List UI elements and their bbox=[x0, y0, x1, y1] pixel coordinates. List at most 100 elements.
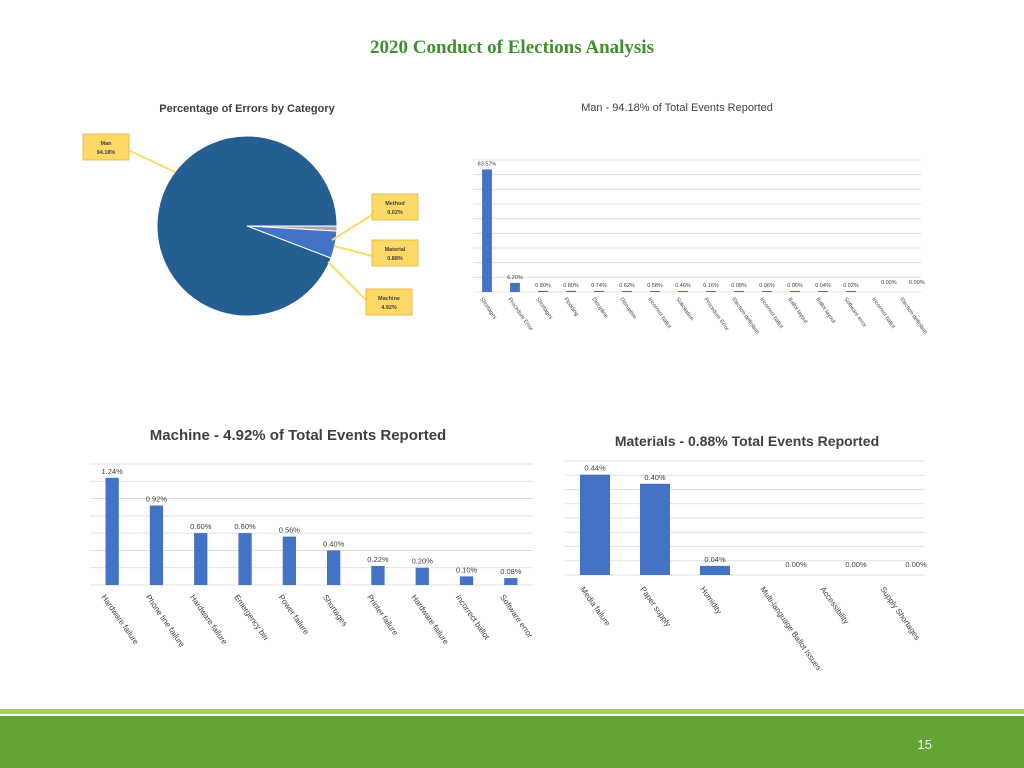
pie-callout-value-man: 94.18% bbox=[97, 150, 116, 156]
pie-callout-value-material: 0.88% bbox=[387, 256, 403, 262]
machine-bar bbox=[327, 550, 341, 585]
man-data-label: 0.00% bbox=[909, 280, 925, 286]
footer-accent-line bbox=[0, 709, 1024, 714]
man-category-label: Incorrect ballot bbox=[758, 297, 784, 330]
pie-callout-label-man: Man bbox=[101, 141, 113, 147]
man-category-label: Shortages bbox=[534, 297, 553, 321]
machine-bar bbox=[371, 565, 385, 585]
materials-category-label: Humidity bbox=[698, 585, 723, 616]
man-bar bbox=[762, 291, 772, 292]
materials-data-label: 0.04% bbox=[704, 555, 726, 564]
materials-data-label: 0.00% bbox=[845, 560, 867, 569]
man-bar bbox=[706, 291, 716, 292]
man-data-label: 0.06% bbox=[787, 283, 803, 289]
man-category-label: Election definition bbox=[898, 297, 928, 336]
machine-bar bbox=[459, 576, 474, 585]
man-data-label: 0.04% bbox=[815, 283, 831, 289]
machine-data-label: 1.24% bbox=[102, 467, 124, 476]
materials-bar bbox=[640, 483, 670, 575]
machine-category-label: Software error bbox=[498, 593, 535, 640]
man-category-label: Solicitation bbox=[674, 297, 694, 322]
man-data-label: 0.58% bbox=[647, 283, 663, 289]
man-data-label: 0.02% bbox=[843, 283, 859, 289]
man-category-label: Ballot layout bbox=[786, 297, 808, 325]
machine-category-label: Phone line failure bbox=[144, 593, 187, 649]
machine-data-label: 0.60% bbox=[190, 522, 212, 531]
materials-chart-title: Materials - 0.88% Total Events Reported bbox=[615, 433, 879, 449]
man-category-label: Shortages bbox=[478, 297, 497, 321]
pie-slice-man bbox=[156, 135, 338, 317]
man-data-label: 0.74% bbox=[591, 283, 607, 289]
pie-callout-box-material bbox=[371, 239, 419, 267]
man-category-label: Procedure Error bbox=[702, 297, 729, 333]
machine-data-label: 0.40% bbox=[323, 539, 345, 548]
machine-category-label: Printer failure bbox=[365, 593, 400, 638]
machine-category-label: Hardware failure bbox=[99, 593, 140, 647]
machine-chart-title: Machine - 4.92% of Total Events Reported bbox=[150, 427, 446, 444]
pie-callout-label-machine: Machine bbox=[378, 296, 400, 302]
machine-data-label: 0.20% bbox=[412, 557, 434, 566]
man-bar bbox=[818, 291, 828, 292]
man-data-label: 0.00% bbox=[881, 280, 897, 286]
pie-callout-box-method bbox=[371, 193, 419, 221]
footer-bar: 15 bbox=[0, 716, 1024, 768]
machine-bar bbox=[149, 505, 164, 585]
machine-category-label: Shortages bbox=[321, 593, 349, 628]
materials-bar bbox=[580, 474, 610, 575]
materials-data-label: 0.00% bbox=[785, 560, 807, 569]
man-bar bbox=[482, 169, 492, 292]
materials-data-label: 0.00% bbox=[905, 560, 927, 569]
machine-category-label: Emergency bin bbox=[232, 593, 270, 642]
man-bar bbox=[538, 290, 548, 292]
pie-callout-label-method: Method bbox=[385, 201, 405, 207]
pie-callout-value-method: 0.02% bbox=[387, 210, 403, 216]
pie-callout-leader-machine bbox=[327, 261, 367, 301]
machine-category-label: Hardware failure bbox=[410, 593, 451, 647]
man-category-label: Software error bbox=[842, 297, 867, 329]
slide-title: 2020 Conduct of Elections Analysis bbox=[370, 37, 654, 58]
materials-data-label: 0.40% bbox=[644, 473, 666, 482]
man-category-label: Discipline bbox=[590, 297, 608, 320]
machine-data-label: 0.08% bbox=[500, 567, 522, 576]
machine-bar bbox=[238, 533, 252, 585]
man-data-label: 0.46% bbox=[675, 283, 691, 289]
pie-callout-leader-man bbox=[127, 149, 176, 173]
pie-callout-box-machine bbox=[365, 288, 413, 316]
man-category-label: Incorrect ballot bbox=[870, 297, 896, 330]
pie-chart-title: Percentage of Errors by Category bbox=[159, 103, 335, 115]
man-bar bbox=[734, 291, 744, 292]
materials-category-label: Accessibility bbox=[818, 585, 850, 626]
man-bar bbox=[566, 290, 576, 292]
machine-bar bbox=[504, 578, 518, 585]
machine-bar bbox=[105, 477, 119, 585]
man-bar bbox=[622, 291, 632, 292]
materials-category-label: Supply Shortages bbox=[878, 585, 922, 642]
machine-category-label: Hardware failure bbox=[188, 593, 229, 647]
machine-bar bbox=[415, 567, 429, 585]
man-data-label: 0.06% bbox=[759, 283, 775, 289]
machine-data-label: 0.92% bbox=[146, 494, 168, 503]
materials-data-label: 0.44% bbox=[584, 464, 606, 473]
man-category-label: Ballot layout bbox=[814, 297, 836, 325]
pie-callout-leader-method bbox=[331, 214, 373, 241]
man-chart-title: Man - 94.18% of Total Events Reported bbox=[581, 102, 773, 114]
machine-data-label: 0.56% bbox=[279, 526, 301, 535]
man-category-label: Flooding bbox=[562, 297, 579, 318]
man-bar bbox=[594, 290, 604, 292]
pie-callout-box-man bbox=[82, 133, 130, 161]
machine-bar bbox=[194, 533, 208, 585]
man-bar bbox=[846, 291, 856, 292]
materials-category-label: Multi-language Ballot Issues bbox=[758, 585, 823, 672]
man-category-label: Disruptive bbox=[618, 297, 637, 320]
machine-data-label: 0.22% bbox=[367, 555, 389, 564]
man-bar bbox=[650, 291, 660, 292]
man-data-label: 0.80% bbox=[535, 283, 551, 289]
man-data-label: 0.16% bbox=[703, 283, 719, 289]
machine-data-label: 0.10% bbox=[456, 565, 478, 574]
machine-category-label: Incorrect ballot bbox=[454, 593, 492, 642]
pie-callout-value-machine: 4.92% bbox=[381, 305, 397, 311]
man-data-label: 0.80% bbox=[563, 283, 579, 289]
man-data-label: 0.08% bbox=[731, 283, 747, 289]
pie-callout-leader-material bbox=[333, 245, 373, 257]
